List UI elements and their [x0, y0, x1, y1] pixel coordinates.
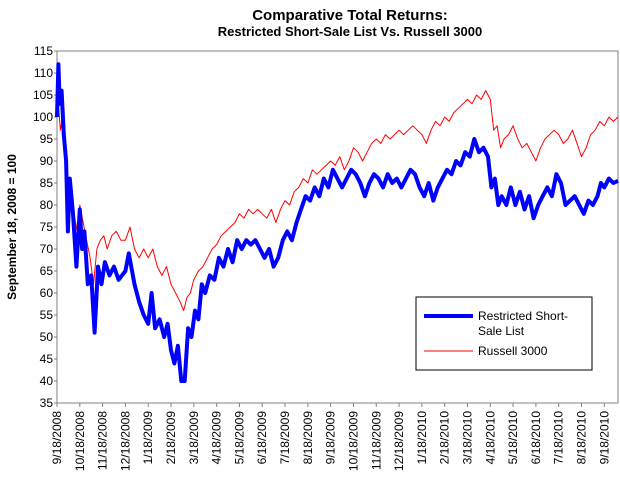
chart-subtitle: Restricted Short-Sale List Vs. Russell 3… [218, 24, 482, 39]
y-tick-label: 40 [40, 374, 54, 388]
y-axis: 35 40 45 50 55 60 65 70 75 80 85 90 95 100 105 110 115 [33, 44, 57, 410]
y-tick-label: 80 [40, 198, 54, 212]
legend-box [415, 296, 593, 371]
x-tick-label: 11/18/2009 [369, 411, 383, 470]
y-tick-label: 50 [40, 330, 54, 344]
x-tick-label: 2/18/2009 [164, 411, 178, 465]
x-tick-label: 9/18/2008 [50, 411, 64, 465]
x-tick-label: 4/18/2009 [210, 411, 224, 465]
y-tick-label: 90 [40, 154, 54, 168]
y-tick-label: 35 [40, 396, 54, 410]
x-tick-label: 10/18/2008 [73, 411, 87, 471]
y-tick-label: 60 [40, 286, 54, 300]
y-axis-label: September 18, 2008 = 100 [5, 154, 19, 300]
series-layer [55, 62, 619, 383]
x-tick-label: 7/18/2010 [552, 411, 566, 465]
x-tick-label: 4/18/2010 [483, 411, 497, 465]
chart-title: Comparative Total Returns: [252, 7, 448, 24]
legend-label-restricted-line1: Restricted Short- [478, 309, 568, 323]
legend-label-russell: Russell 3000 [478, 344, 548, 358]
y-tick-label: 70 [40, 242, 54, 256]
x-tick-label: 5/18/2009 [232, 411, 246, 465]
x-axis: 9/18/2008 10/18/2008 11/18/2008 12/18/2008 1… [50, 403, 611, 471]
x-tick-label: 1/18/2010 [415, 411, 429, 465]
x-tick-label: 8/18/2009 [301, 411, 315, 465]
x-tick-label: 1/18/2009 [141, 411, 155, 465]
y-tick-label: 65 [40, 264, 54, 278]
x-tick-label: 3/18/2009 [187, 411, 201, 465]
x-tick-label: 3/18/2010 [460, 411, 474, 465]
x-tick-label: 8/18/2010 [575, 411, 589, 465]
x-tick-label: 10/18/2009 [346, 411, 360, 471]
legend: Restricted Short- Sale List Russell 3000 [415, 296, 593, 371]
x-tick-label: 9/18/2010 [597, 411, 611, 465]
x-tick-label: 6/18/2009 [255, 411, 269, 465]
x-tick-label: 2/18/2010 [438, 411, 452, 465]
x-tick-label: 5/18/2010 [506, 411, 520, 465]
y-tick-label: 55 [40, 308, 54, 322]
x-tick-label: 6/18/2010 [529, 411, 543, 465]
y-tick-label: 105 [33, 88, 53, 102]
y-tick-label: 85 [40, 176, 54, 190]
x-tick-label: 9/18/2009 [324, 411, 338, 465]
legend-label-restricted-line2: Sale List [478, 324, 525, 338]
y-tick-label: 45 [40, 352, 54, 366]
legend-label-restricted: Restricted Short- Sale List [478, 309, 571, 338]
x-tick-label: 7/18/2009 [278, 411, 292, 465]
x-tick-label: 12/18/2008 [118, 411, 132, 471]
x-tick-label: 11/18/2008 [96, 411, 110, 470]
y-tick-label: 100 [33, 110, 53, 124]
y-tick-label: 110 [34, 66, 53, 80]
y-tick-label: 95 [40, 132, 54, 146]
series-line-restricted [55, 62, 619, 383]
y-tick-label: 115 [34, 44, 53, 58]
series-line-russell [56, 90, 619, 312]
x-tick-label: 12/18/2009 [392, 411, 406, 471]
y-tick-label: 75 [40, 220, 54, 234]
